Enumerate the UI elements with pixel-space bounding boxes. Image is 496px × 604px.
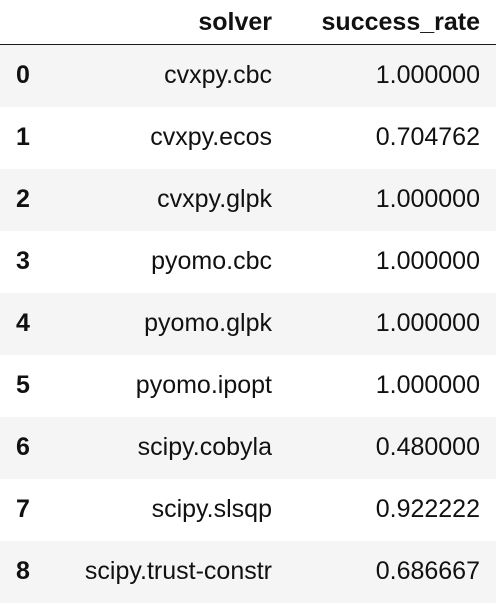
solver-cell: scipy.cobyla <box>137 433 272 461</box>
solver-cell: pyomo.glpk <box>144 309 272 337</box>
success-rate-cell: 0.704762 <box>375 123 480 151</box>
table-body: 0 cvxpy.cbc 1.000000 1 cvxpy.ecos 0.7047… <box>0 44 496 603</box>
table-row: 3 pyomo.cbc 1.000000 <box>0 230 496 293</box>
table-row: 2 cvxpy.glpk 1.000000 <box>0 168 496 231</box>
row-index: 6 <box>16 433 30 461</box>
success-rate-cell: 0.686667 <box>375 557 480 585</box>
row-index: 1 <box>16 123 30 151</box>
solver-cell: cvxpy.ecos <box>150 123 272 151</box>
success-rate-cell: 1.000000 <box>375 309 480 337</box>
row-index: 0 <box>16 61 30 90</box>
success-rate-cell: 1.000000 <box>375 185 480 213</box>
table-row: 7 scipy.slsqp 0.922222 <box>0 478 496 541</box>
table-row: 6 scipy.cobyla 0.480000 <box>0 416 496 479</box>
success-rate-cell: 1.000000 <box>375 61 480 90</box>
row-index: 3 <box>16 247 30 275</box>
table-header: solver success_rate <box>0 0 496 45</box>
solver-column-header: solver <box>56 0 278 45</box>
table-row: 8 scipy.trust-constr 0.686667 <box>0 540 496 603</box>
solver-cell: cvxpy.glpk <box>157 185 272 213</box>
solver-cell: scipy.trust-constr <box>84 557 272 585</box>
row-index: 4 <box>16 309 30 337</box>
table-row: 0 cvxpy.cbc 1.000000 <box>0 44 496 107</box>
row-index: 7 <box>16 495 30 523</box>
table-row: 4 pyomo.glpk 1.000000 <box>0 292 496 355</box>
header-row: solver success_rate <box>0 0 496 45</box>
solver-cell: pyomo.ipopt <box>135 371 272 399</box>
solver-cell: scipy.slsqp <box>151 495 272 523</box>
success-rate-cell: 1.000000 <box>375 247 480 275</box>
row-index: 8 <box>16 557 30 585</box>
success-rate-cell: 0.480000 <box>375 433 480 461</box>
row-index: 2 <box>16 185 30 213</box>
row-index: 5 <box>16 371 30 399</box>
success-rate-column-header: success_rate <box>278 0 496 45</box>
success-rate-cell: 0.922222 <box>375 495 480 523</box>
solver-cell: pyomo.cbc <box>151 247 272 275</box>
solver-cell: cvxpy.cbc <box>164 61 272 90</box>
table-row: 1 cvxpy.ecos 0.704762 <box>0 106 496 169</box>
success-rate-cell: 1.000000 <box>375 371 480 399</box>
index-column-header <box>0 0 56 45</box>
table-row: 5 pyomo.ipopt 1.000000 <box>0 354 496 417</box>
